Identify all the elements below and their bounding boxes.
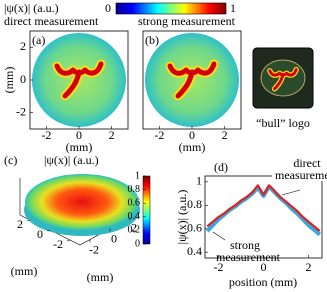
x-tick-label: 0	[111, 231, 117, 245]
x-tick-label: -2	[89, 242, 99, 256]
y-axis-label: (mm)	[2, 67, 16, 94]
y-tick	[66, 239, 71, 242]
y-tick-label: 1	[196, 174, 202, 188]
y-axis-label: |ψ(x)| (a.u.)	[175, 190, 189, 245]
x-tick-label: 0	[76, 128, 82, 142]
annotation: direct measurement	[272, 157, 327, 181]
colorbar-tick-label: 0.6	[128, 197, 141, 208]
colorbar-tick-label: 0	[135, 238, 140, 249]
y-tick-label: 0.4	[187, 244, 202, 258]
colorbar-tick-label: 1	[135, 170, 140, 181]
panel-label: (c)	[4, 153, 17, 167]
x-tick-label: 2	[109, 128, 115, 142]
y-tick-label: -2	[53, 237, 63, 251]
logo-caption: “bull” logo	[256, 116, 310, 130]
annotation-pointer	[281, 189, 301, 196]
colorbar-label: |ψ(x)| (a.u.)	[4, 1, 59, 15]
x-axis-label: (mm)	[66, 140, 93, 154]
colorbar-label: |ψ(x)| (a.u.)	[44, 153, 99, 167]
panel-label: (a)	[32, 33, 45, 47]
colorbar-tick-label: 0.4	[128, 211, 141, 222]
colorbar	[142, 175, 151, 245]
x-tick-label: 2	[222, 128, 228, 142]
y-tick	[26, 219, 31, 222]
x-tick-label: 0	[261, 260, 267, 274]
x-tick-label: 2	[131, 220, 137, 234]
x-axis-label: (mm)	[179, 140, 206, 154]
colorbar	[115, 2, 227, 15]
colorbar-max: 1	[230, 1, 236, 15]
y-axis-label: (mm)	[11, 264, 38, 278]
x-tick-label: 0	[189, 128, 195, 142]
y-tick-label: 2	[20, 39, 26, 53]
y-tick-label: -2	[16, 104, 26, 118]
panel-title: strong measurement	[138, 14, 236, 28]
x-tick-label: -2	[214, 260, 224, 274]
y-tick-label: 0.8	[187, 197, 202, 211]
annotation-pointer	[212, 231, 226, 241]
annotation: strong measurement	[216, 238, 280, 264]
x-axis-label: (mm)	[87, 270, 114, 284]
surface	[25, 174, 139, 230]
colorbar-min: 0	[105, 1, 111, 15]
panel-label: (d)	[214, 160, 228, 174]
x-tick-label: -2	[41, 128, 51, 142]
y-tick	[46, 229, 51, 232]
y-tick-label: 0	[37, 227, 43, 241]
colorbar-tick-label: 0.2	[128, 225, 141, 236]
panel-title: direct measurement	[4, 14, 99, 28]
colorbar-tick-label: 0.8	[128, 184, 141, 195]
y-tick-label: 0	[20, 72, 26, 86]
panel-label: (b)	[145, 33, 159, 47]
x-tick-label: 2	[306, 260, 312, 274]
x-tick-label: -2	[154, 128, 164, 142]
y-tick-label: 0.6	[187, 220, 202, 234]
y-tick-label: 2	[17, 217, 23, 231]
data-line	[206, 184, 321, 232]
x-axis-label: position (mm)	[229, 275, 297, 289]
